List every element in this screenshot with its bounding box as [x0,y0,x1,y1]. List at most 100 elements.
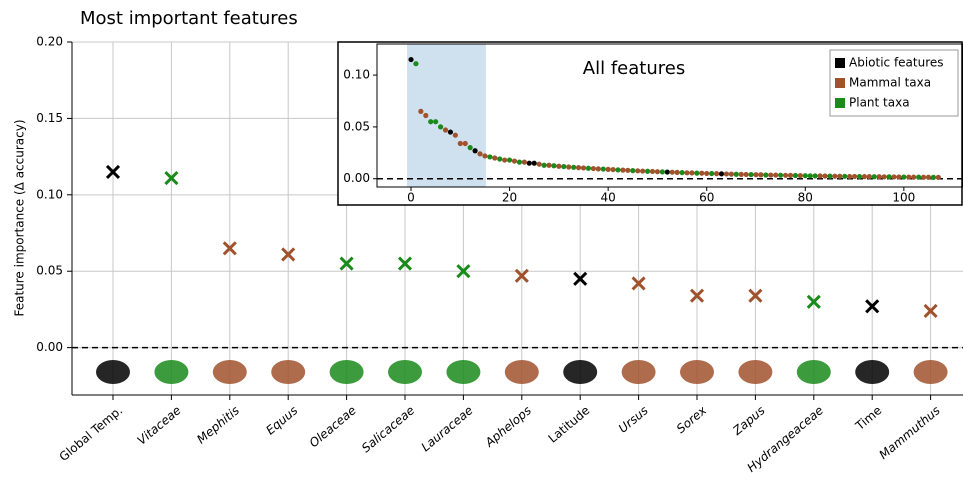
feature-icon [914,360,948,384]
point [896,174,901,179]
legend-label: Mammal taxa [849,76,931,90]
feature-icon [388,360,422,384]
feature-icon [738,360,772,384]
point [640,168,645,173]
x-tick-label: Oleaceae [307,403,359,450]
point [808,173,813,178]
point [670,170,675,175]
y-tick-label: 0.15 [36,111,63,125]
feature-icon [855,360,889,384]
point [448,129,453,134]
point [566,164,571,169]
chart-title: Most important features [80,8,298,29]
point [635,168,640,173]
inset-title: All features [583,58,685,79]
point [739,172,744,177]
x-tick-label: Salicaceae [359,403,417,455]
x-tick-label: Ursus [616,403,651,435]
point [458,141,463,146]
point [822,173,827,178]
point [837,174,842,179]
point [596,166,601,171]
point [487,154,492,159]
point [679,170,684,175]
x-tick-label: Vitaceae [134,403,183,447]
point [753,172,758,177]
feature-icon [563,360,597,384]
point [699,171,704,176]
point [813,173,818,178]
legend-swatch [835,78,845,88]
point [921,175,926,180]
legend-swatch [835,58,845,68]
point [418,109,423,114]
point [827,174,832,179]
point [551,163,556,168]
point [694,171,699,176]
point [891,174,896,179]
point [502,157,507,162]
point [625,168,630,173]
point [778,173,783,178]
feature-icon [154,360,188,384]
point [748,172,753,177]
feature-icon [505,360,539,384]
feature-icon [680,360,714,384]
point [497,156,502,161]
point [561,164,566,169]
x-tick-label: Equus [263,403,300,437]
point [783,173,788,178]
point [453,133,458,138]
point [660,169,665,174]
x-tick-label: Global Temp. [57,403,126,464]
point [886,174,891,179]
point [610,167,615,172]
point [581,165,586,170]
point [546,163,551,168]
point [872,174,877,179]
x-tick-label: Time [852,403,884,433]
x-tick-label: Zapus [729,403,767,438]
point [684,170,689,175]
feature-icon [96,360,130,384]
point [926,175,931,180]
x-tick-label: Mammuthus [876,403,942,462]
x-tick-label: 100 [892,191,915,205]
point [556,164,561,169]
point [734,172,739,177]
point [675,170,680,175]
point [517,160,522,165]
point [645,169,650,174]
point [527,161,532,166]
point [901,174,906,179]
x-tick-label: 40 [601,191,616,205]
point [788,173,793,178]
x-tick-label: 20 [502,191,517,205]
point [768,172,773,177]
y-tick-label: 0.10 [36,187,63,201]
point [615,167,620,172]
point [591,166,596,171]
x-tick-label: 0 [407,191,415,205]
point [877,174,882,179]
point [468,145,473,150]
point [862,174,867,179]
point [719,171,724,176]
point [423,113,428,118]
point [463,141,468,146]
point [882,174,887,179]
point [433,119,438,124]
point [867,174,872,179]
point [472,148,477,153]
point [931,175,936,180]
point [620,168,625,173]
feature-icon [213,360,247,384]
shaded-region [407,44,486,187]
point [689,170,694,175]
feature-icon [330,360,364,384]
legend-swatch [835,98,845,108]
point [492,155,497,160]
y-tick-label: 0.05 [343,119,370,133]
y-tick-label: 0.10 [343,68,370,82]
point [936,175,941,180]
